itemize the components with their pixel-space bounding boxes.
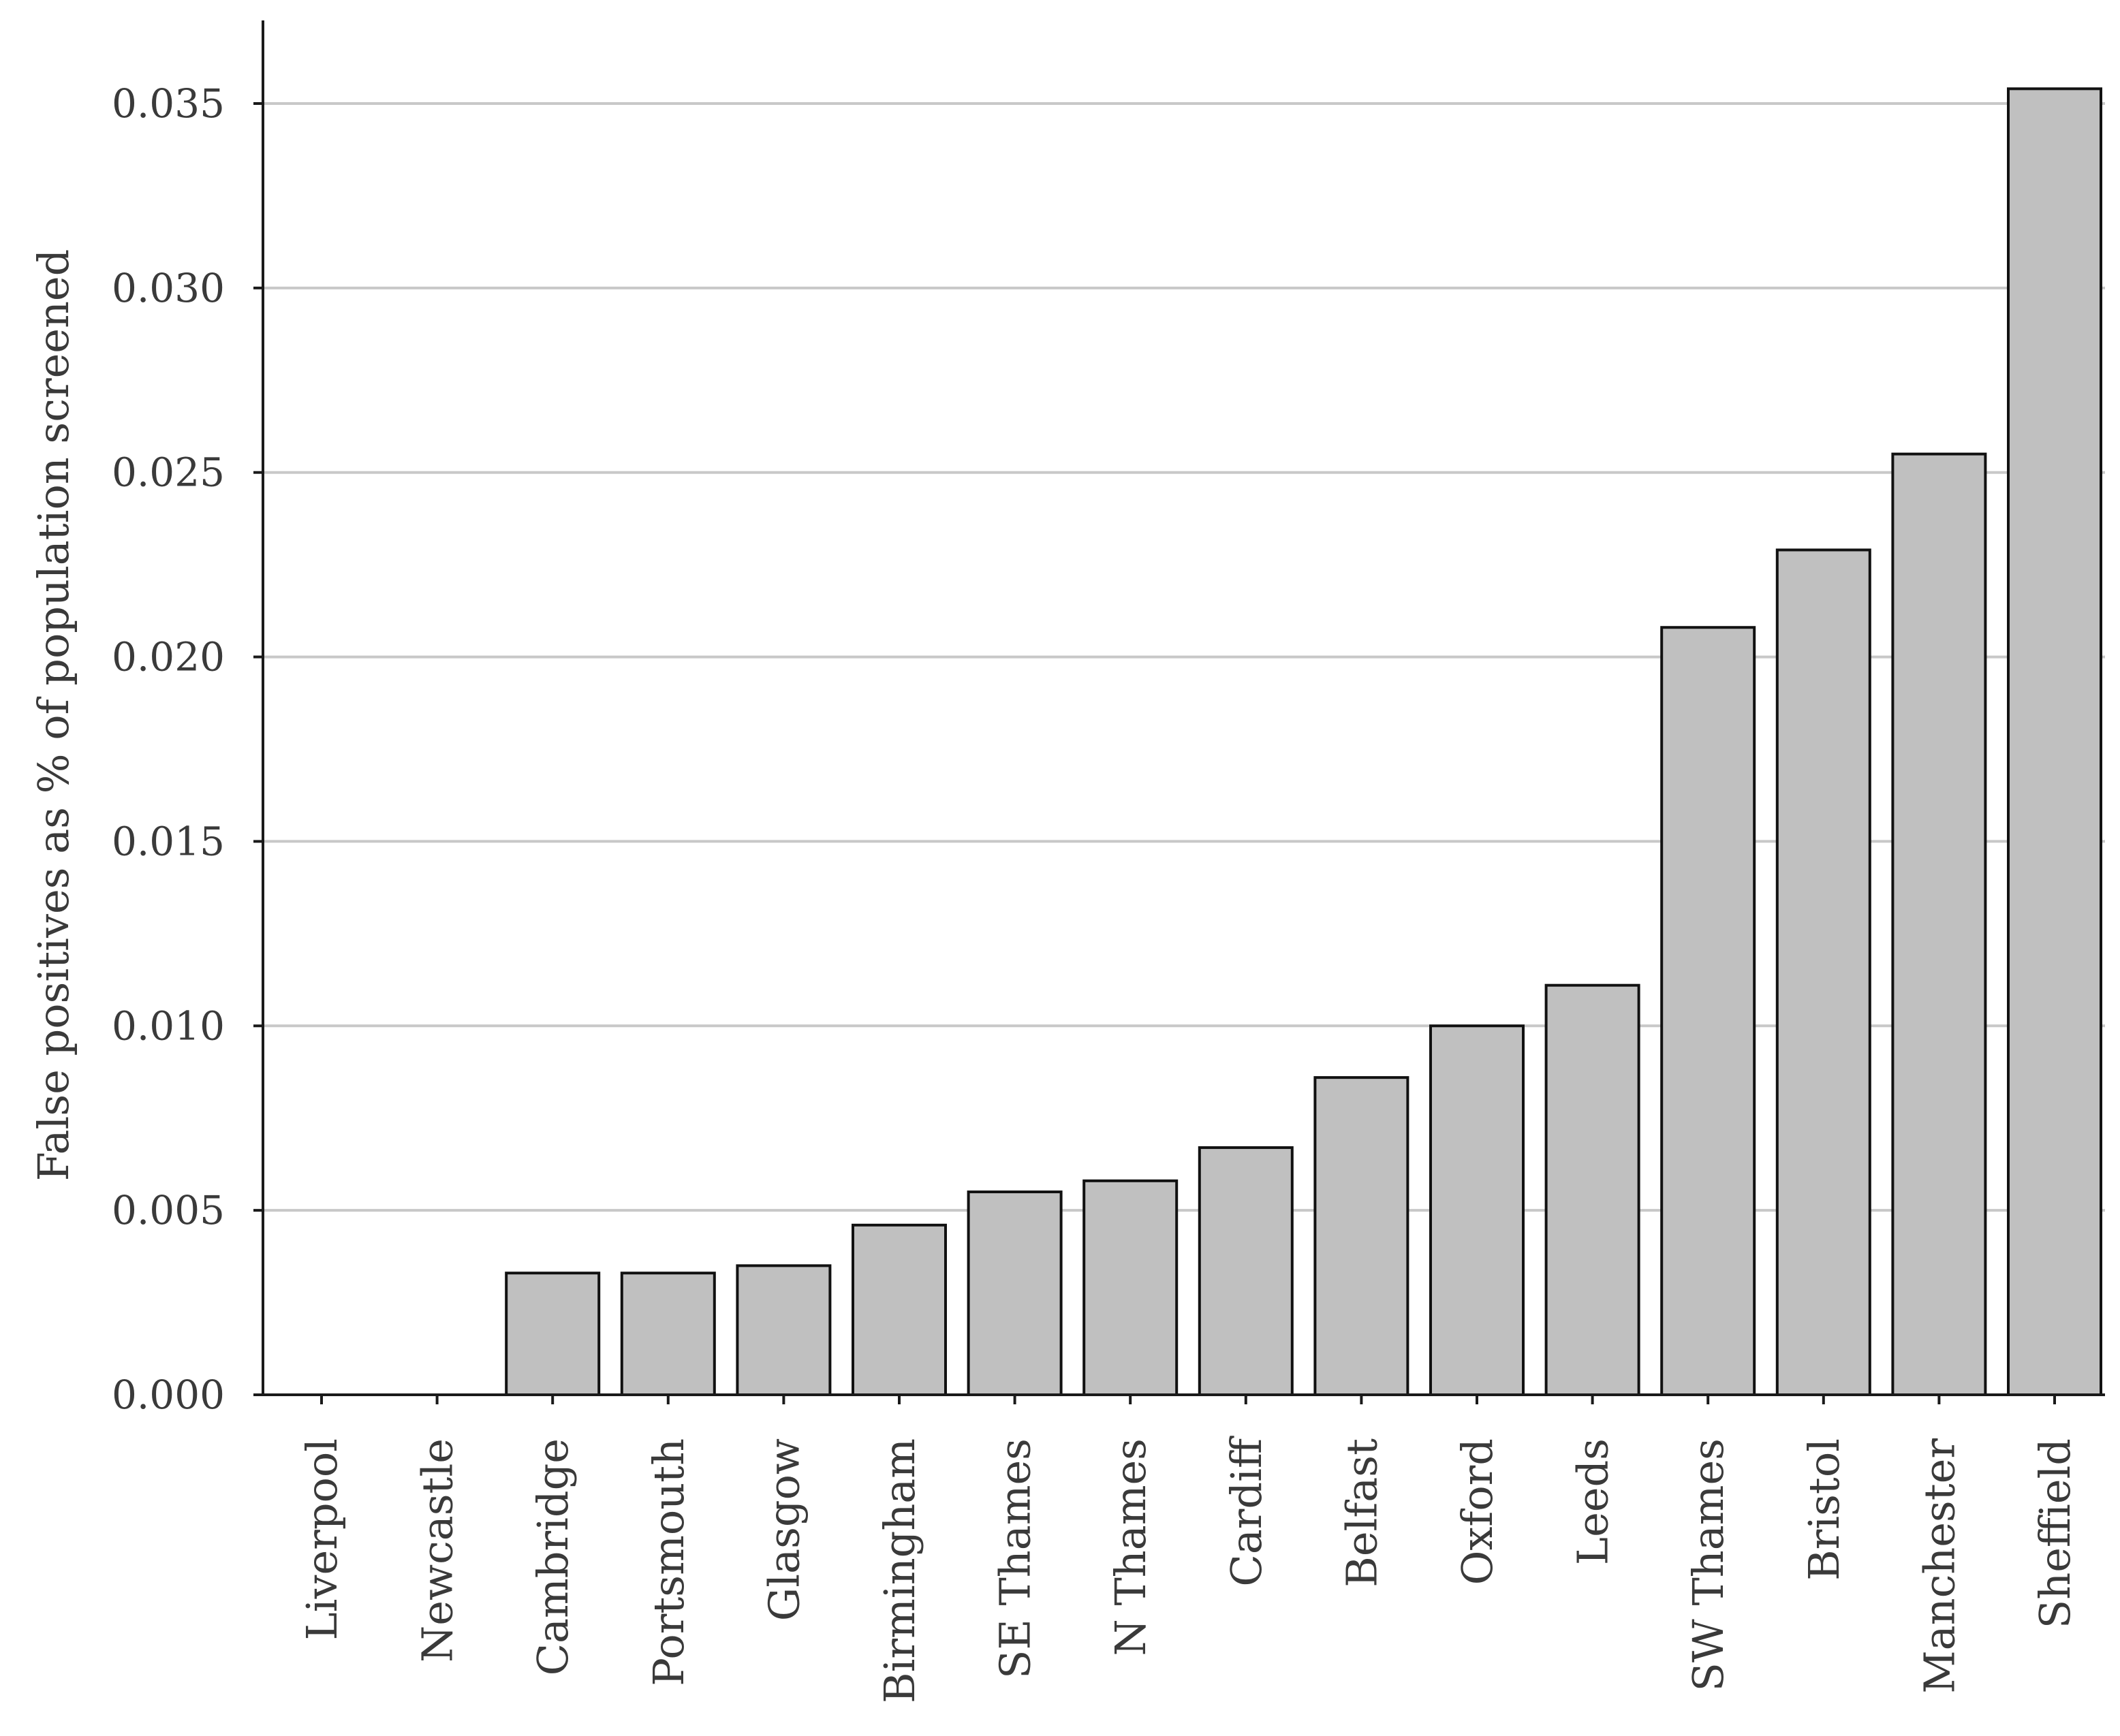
- x-category-label: Leeds: [1568, 1438, 1618, 1565]
- y-tick-label: 0.035: [112, 80, 225, 127]
- bar-bristol: [1775, 548, 1871, 1397]
- bar-leeds: [1544, 983, 1640, 1396]
- bar-n-thames: [1082, 1179, 1179, 1396]
- y-tick-label: 0.005: [112, 1187, 225, 1233]
- x-category-label: SE Thames: [991, 1438, 1040, 1679]
- x-category-label: Liverpool: [297, 1438, 347, 1641]
- axes: [262, 20, 2105, 1396]
- y-tick-label: 0.025: [112, 449, 225, 496]
- bar-se-thames: [967, 1190, 1063, 1396]
- bar-cardiff: [1198, 1146, 1294, 1396]
- bar-manchester: [1891, 452, 1987, 1397]
- x-category-label: Birmingham: [875, 1438, 924, 1703]
- x-category-label: Oxford: [1452, 1438, 1502, 1585]
- x-category-label: Bristol: [1799, 1438, 1849, 1581]
- bar-cambridge: [505, 1272, 601, 1396]
- bar-oxford: [1429, 1024, 1525, 1397]
- bars: [505, 87, 2102, 1397]
- y-tick-label: 0.020: [112, 634, 225, 680]
- x-category-label: Manchester: [1914, 1438, 1964, 1694]
- x-category-label: SW Thames: [1683, 1438, 1733, 1691]
- y-axis-title: False positives as % of population scree…: [29, 249, 78, 1182]
- bar-sw-thames: [1660, 626, 1756, 1397]
- bar-portsmouth: [620, 1272, 716, 1396]
- bar-birmingham: [852, 1223, 947, 1396]
- bar-glasgow: [736, 1264, 832, 1397]
- x-category-label: Newcastle: [413, 1438, 463, 1662]
- x-category-label: Glasgow: [759, 1438, 809, 1621]
- y-tick-label: 0.000: [112, 1372, 225, 1418]
- bar-belfast: [1313, 1076, 1409, 1397]
- y-tick-label: 0.030: [112, 265, 225, 311]
- x-category-label: Cambridge: [528, 1438, 578, 1675]
- x-category-labels: Liverpool Newcastle Cambridge Portsmouth Gla…: [297, 1395, 2080, 1703]
- x-category-label: Portsmouth: [644, 1438, 693, 1686]
- x-category-label: Belfast: [1337, 1438, 1386, 1588]
- y-tick-label: 0.010: [112, 1003, 225, 1049]
- y-tick-labels: 0.000 0.005 0.010 0.015 0.020 0.025 0.030 0.035: [112, 80, 263, 1418]
- y-tick-label: 0.015: [112, 818, 225, 864]
- x-category-label: Cardiff: [1221, 1436, 1271, 1587]
- x-category-label: N Thames: [1106, 1438, 1155, 1656]
- x-category-label: Sheffield: [2030, 1438, 2080, 1628]
- grid-lines: [263, 102, 2105, 1212]
- bar-sheffield: [2007, 87, 2102, 1396]
